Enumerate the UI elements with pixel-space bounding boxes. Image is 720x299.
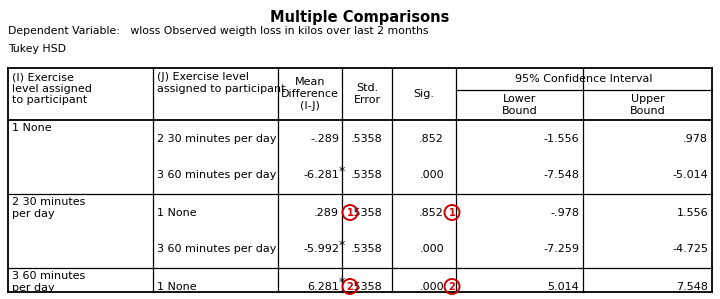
Text: .5358: .5358 bbox=[351, 170, 383, 181]
Text: Multiple Comparisons: Multiple Comparisons bbox=[270, 10, 450, 25]
Text: Dependent Variable:   wloss Observed weigth loss in kilos over last 2 months: Dependent Variable: wloss Observed weigt… bbox=[8, 26, 428, 36]
Text: .000: .000 bbox=[419, 281, 444, 292]
Text: .852: .852 bbox=[419, 208, 444, 217]
Text: -7.548: -7.548 bbox=[543, 170, 579, 181]
Text: 2: 2 bbox=[346, 281, 354, 292]
Text: Tukey HSD: Tukey HSD bbox=[8, 44, 66, 54]
Text: Upper
Bound: Upper Bound bbox=[629, 94, 665, 116]
Text: Lower
Bound: Lower Bound bbox=[502, 94, 537, 116]
Text: *: * bbox=[339, 239, 346, 252]
Text: .978: .978 bbox=[683, 133, 708, 144]
Text: .5358: .5358 bbox=[351, 281, 383, 292]
Text: -6.281: -6.281 bbox=[303, 170, 339, 181]
Text: 6.281: 6.281 bbox=[307, 281, 339, 292]
Text: 1: 1 bbox=[346, 208, 354, 217]
Text: .289: .289 bbox=[314, 208, 339, 217]
Text: -5.014: -5.014 bbox=[672, 170, 708, 181]
Text: .5358: .5358 bbox=[351, 208, 383, 217]
Text: 7.548: 7.548 bbox=[676, 281, 708, 292]
Text: 1 None: 1 None bbox=[157, 208, 197, 217]
Text: -.978: -.978 bbox=[550, 208, 579, 217]
Text: 1.556: 1.556 bbox=[676, 208, 708, 217]
Text: 3 60 minutes
per day: 3 60 minutes per day bbox=[12, 271, 85, 293]
Text: .852: .852 bbox=[419, 133, 444, 144]
Text: .000: .000 bbox=[419, 245, 444, 254]
Text: 2 30 minutes
per day: 2 30 minutes per day bbox=[12, 197, 86, 219]
Text: -5.992: -5.992 bbox=[303, 245, 339, 254]
Text: 95% Confidence Interval: 95% Confidence Interval bbox=[516, 74, 653, 84]
Text: Sig.: Sig. bbox=[413, 89, 434, 99]
Text: 1: 1 bbox=[449, 208, 455, 217]
Text: 3 60 minutes per day: 3 60 minutes per day bbox=[157, 170, 276, 181]
Text: -.289: -.289 bbox=[310, 133, 339, 144]
Text: 2: 2 bbox=[449, 281, 455, 292]
Text: *: * bbox=[339, 165, 346, 178]
Text: 3 60 minutes per day: 3 60 minutes per day bbox=[157, 245, 276, 254]
Text: -1.556: -1.556 bbox=[544, 133, 579, 144]
Text: 2 30 minutes per day: 2 30 minutes per day bbox=[157, 133, 276, 144]
Text: .5358: .5358 bbox=[351, 245, 383, 254]
Text: 1 None: 1 None bbox=[12, 123, 52, 133]
Text: (I) Exercise
level assigned
to participant: (I) Exercise level assigned to participa… bbox=[12, 72, 92, 105]
Text: Mean
Difference
(I-J): Mean Difference (I-J) bbox=[281, 77, 339, 111]
Text: -4.725: -4.725 bbox=[672, 245, 708, 254]
Text: .000: .000 bbox=[419, 170, 444, 181]
Text: (J) Exercise level
assigned to participant: (J) Exercise level assigned to participa… bbox=[157, 72, 286, 94]
Text: -7.259: -7.259 bbox=[543, 245, 579, 254]
Text: .5358: .5358 bbox=[351, 133, 383, 144]
Text: 5.014: 5.014 bbox=[547, 281, 579, 292]
Text: *: * bbox=[339, 276, 346, 289]
Text: 1 None: 1 None bbox=[157, 281, 197, 292]
Text: Std.
Error: Std. Error bbox=[354, 83, 381, 105]
